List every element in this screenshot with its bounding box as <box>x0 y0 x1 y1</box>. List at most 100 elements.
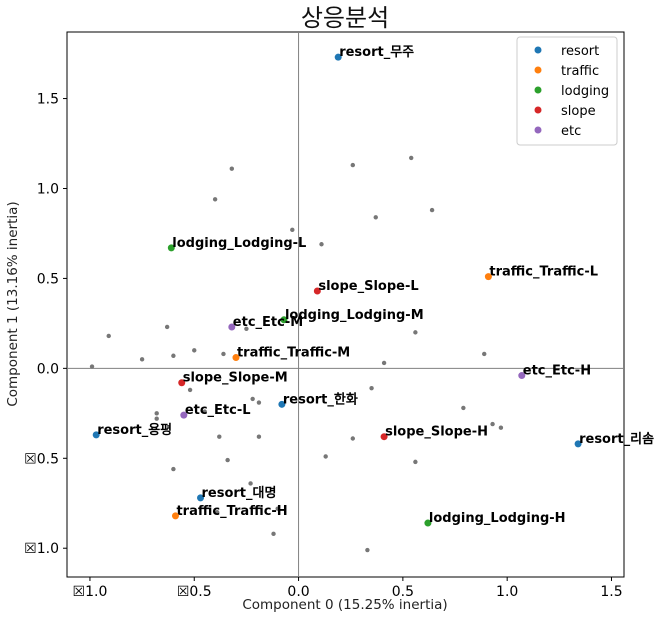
point-etc-etc-h <box>518 372 526 380</box>
y-tick-label: ☒0.5 <box>24 451 59 467</box>
legend-marker-resort <box>534 46 542 54</box>
legend-label-slope: slope <box>561 104 596 119</box>
background-point <box>217 434 222 439</box>
background-points-layer <box>89 155 504 553</box>
point-resort-리솜 <box>574 440 582 448</box>
background-point <box>323 454 328 459</box>
background-point <box>250 396 255 402</box>
point-labels-layer: resort_무주 resort_용평 resort_한화 resort_리솜 reso… <box>97 45 654 526</box>
y-tick-label: 0.0 <box>37 361 59 377</box>
background-point <box>381 360 387 366</box>
y-axis-label: Component 1 (13.16% inertia) <box>5 201 21 406</box>
background-point <box>290 227 295 233</box>
chart-title: 상응분석 <box>301 4 389 32</box>
background-point <box>365 547 370 553</box>
y-tick-label: 0.5 <box>37 271 59 287</box>
point-label-resort-리솜: resort_리솜 <box>579 431 654 447</box>
point-label-slope-slope-h: slope_Slope-H <box>385 425 488 440</box>
background-point <box>171 466 176 472</box>
point-label-etc-etc-m: etc_Etc-M <box>233 315 303 330</box>
point-label-traffic-traffic-m: traffic_Traffic-M <box>237 346 350 361</box>
y-tick-label: 1.0 <box>37 181 59 197</box>
point-label-etc-etc-h: etc_Etc-H <box>523 364 591 379</box>
background-point <box>413 459 418 465</box>
background-point <box>248 481 253 486</box>
y-tick-label: 1.5 <box>37 92 59 108</box>
point-label-resort-용평: resort_용평 <box>97 422 172 438</box>
legend-marker-lodging <box>534 86 542 94</box>
point-label-etc-etc-l: etc_Etc-L <box>185 403 251 418</box>
background-point <box>192 348 197 353</box>
point-traffic-traffic-l <box>484 273 492 281</box>
x-tick-label: 1.5 <box>600 584 622 600</box>
x-tick-label: 0.5 <box>392 584 414 600</box>
background-point <box>244 326 249 331</box>
background-point <box>350 162 356 168</box>
background-point <box>256 400 262 405</box>
point-lodging-lodging-h <box>424 519 432 527</box>
legend-label-resort: resort <box>561 44 599 59</box>
background-point <box>275 506 280 511</box>
background-point <box>154 416 159 421</box>
point-label-lodging-lodging-l: lodging_Lodging-L <box>172 236 306 251</box>
series-points-layer <box>92 53 582 527</box>
x-tick-label: ☒0.5 <box>177 584 212 600</box>
x-tick-label: 1.0 <box>496 584 518 600</box>
background-point <box>215 510 220 515</box>
background-point <box>350 436 356 441</box>
background-point <box>229 166 235 171</box>
background-point <box>212 197 218 202</box>
point-label-slope-slope-l: slope_Slope-L <box>318 279 418 294</box>
background-point <box>106 333 111 339</box>
background-point <box>187 387 193 393</box>
background-point <box>409 155 414 161</box>
background-point <box>225 457 230 463</box>
point-resort-대명 <box>197 494 205 502</box>
point-label-resort-무주: resort_무주 <box>339 45 414 60</box>
point-label-lodging-lodging-h: lodging_Lodging-H <box>429 511 566 526</box>
point-lodging-lodging-m <box>280 316 288 324</box>
legend-marker-traffic <box>534 66 542 74</box>
background-point <box>89 364 95 369</box>
background-point <box>482 351 487 357</box>
legend-marker-slope <box>534 106 542 114</box>
point-resort-무주 <box>334 53 342 61</box>
background-point <box>139 357 145 362</box>
background-point <box>461 405 466 411</box>
background-point <box>413 330 418 335</box>
point-etc-etc-l <box>180 411 188 419</box>
background-point <box>490 421 495 427</box>
legend-label-etc: etc <box>561 124 581 139</box>
point-traffic-traffic-h <box>171 512 179 520</box>
point-label-resort-한화: resort_한화 <box>283 391 358 407</box>
point-label-lodging-lodging-m: lodging_Lodging-M <box>285 308 424 323</box>
x-axis-label: Component 0 (15.25% inertia) <box>242 597 447 613</box>
x-tick-label: ☒1.0 <box>73 584 108 600</box>
background-point <box>256 434 262 439</box>
y-axis-ticks: ☒1.0 ☒0.5 0.0 0.5 1.0 1.5 <box>24 92 67 557</box>
point-resort-용평 <box>92 431 100 439</box>
background-point <box>319 242 324 247</box>
background-point <box>373 215 378 220</box>
legend-label-traffic: traffic <box>561 64 599 79</box>
background-point <box>369 385 374 391</box>
point-slope-slope-l <box>313 287 321 295</box>
point-etc-etc-m <box>228 323 236 331</box>
background-point <box>271 531 276 537</box>
point-label-traffic-traffic-h: traffic_Traffic-H <box>176 504 287 519</box>
background-point <box>171 353 176 358</box>
legend: resort traffic lodging slope etc <box>516 36 618 146</box>
legend-marker-etc <box>534 126 542 134</box>
x-tick-label: 0.0 <box>287 584 309 600</box>
point-resort-한화 <box>278 400 286 408</box>
background-point <box>154 411 159 416</box>
point-slope-slope-h <box>380 433 388 441</box>
background-point <box>221 351 226 357</box>
point-traffic-traffic-m <box>232 354 240 362</box>
reference-lines <box>67 32 624 577</box>
point-label-slope-slope-m: slope_Slope-M <box>183 371 288 386</box>
legend-box <box>516 36 618 146</box>
y-tick-label: ☒1.0 <box>24 541 59 557</box>
background-point <box>498 425 504 430</box>
